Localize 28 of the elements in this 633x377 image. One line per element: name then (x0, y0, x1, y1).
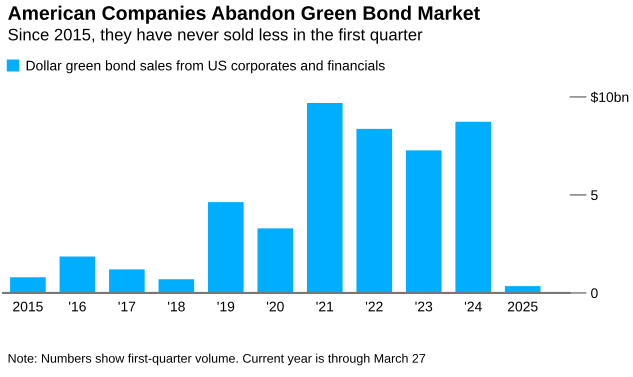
bar (208, 202, 244, 293)
bar (60, 256, 96, 293)
bar (306, 102, 343, 293)
bar (109, 269, 145, 293)
y-tick-label: 0 (591, 288, 598, 298)
bar (10, 277, 46, 293)
x-tick-label: '21 (316, 302, 334, 312)
x-tick-label: '20 (266, 302, 284, 312)
bar (455, 122, 492, 293)
x-tick-label: '19 (217, 302, 234, 312)
text: Note: Numbers show first-quarter volume. Current year is through March 27 (8, 354, 426, 366)
y-tick-label: 5 (591, 190, 598, 200)
x-tick-label: '23 (415, 302, 432, 312)
bar (406, 150, 442, 293)
x-tick-label: '24 (464, 302, 482, 312)
legend-label: Dollar green bond sales from US corporates and financials (26, 60, 385, 74)
x-tick-label: '22 (366, 302, 383, 312)
y-tick-label: $10bn (590, 92, 628, 103)
x-tick-label: '17 (118, 302, 136, 312)
bar (158, 279, 194, 293)
x-tick-label: '16 (69, 302, 86, 312)
chart-subtitle: Since 2015, they have never sold less in the first quarter (8, 28, 422, 44)
bar (356, 128, 392, 293)
bar (257, 228, 294, 293)
x-tick-label: '18 (168, 302, 185, 312)
x-tick-label: 2025 (508, 302, 538, 312)
x-tick-label: 2015 (13, 302, 43, 312)
chart-title: American Companies Abandon Green Bond Market (8, 6, 480, 24)
